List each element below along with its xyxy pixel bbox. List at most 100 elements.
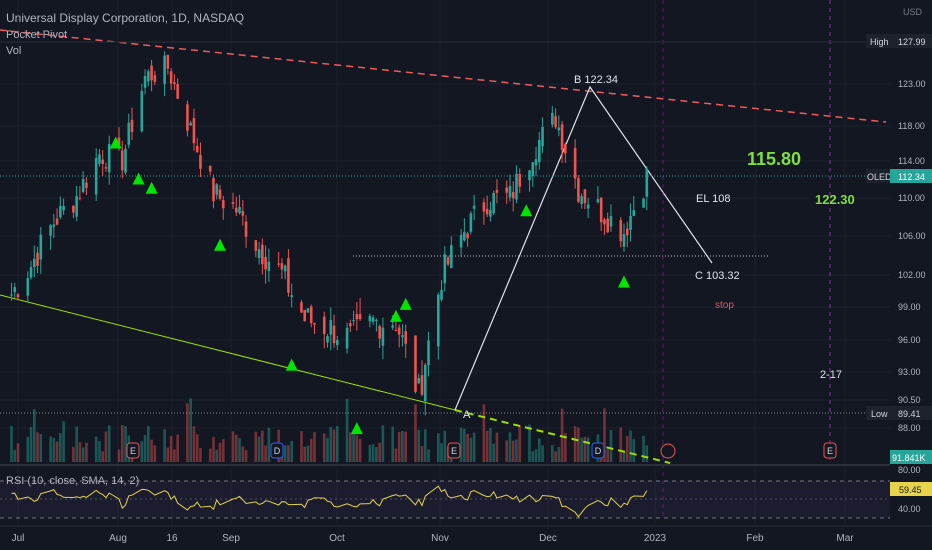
- candle-body: [231, 202, 235, 204]
- volume-bar: [345, 398, 349, 462]
- candle-body: [515, 173, 518, 200]
- candle-body: [371, 317, 375, 322]
- volume-bar: [632, 439, 636, 462]
- candle-body: [78, 197, 82, 199]
- volume-bar: [505, 440, 509, 462]
- time-axis[interactable]: Jul Aug 16 Sep Oct Nov Dec 2023 Feb Mar: [0, 525, 932, 544]
- candle-body: [391, 325, 394, 328]
- volume-bar: [580, 437, 583, 462]
- candle-body: [238, 206, 241, 213]
- volume-bar: [241, 446, 245, 462]
- candle-body: [469, 213, 473, 232]
- candle-body: [537, 139, 541, 163]
- indicator-volume[interactable]: Vol: [6, 45, 22, 57]
- volume-bar: [169, 436, 173, 462]
- event-marker[interactable]: E: [447, 442, 461, 459]
- candle-body: [397, 327, 401, 335]
- volume-bar: [140, 441, 144, 462]
- volume-bar: [303, 446, 307, 462]
- candle-body: [52, 224, 56, 227]
- abc-pattern-line: [454, 85, 713, 411]
- candle-body: [472, 205, 476, 209]
- candle-body: [130, 119, 134, 132]
- volume-bar: [300, 431, 303, 462]
- volume-bar: [238, 438, 241, 462]
- volume-bar: [176, 434, 179, 462]
- candle-body: [404, 331, 408, 344]
- candle-body: [440, 290, 443, 300]
- candle-body: [394, 329, 398, 331]
- volume-bar: [221, 439, 225, 462]
- symbol-price-bg: [890, 169, 932, 183]
- candle-body: [505, 187, 509, 193]
- event-marker-bg: [591, 442, 605, 459]
- pocket-pivot-triangle: [399, 297, 412, 310]
- volume-bar: [609, 429, 613, 462]
- volume-bar: [485, 430, 489, 462]
- volume-bar: [261, 430, 264, 462]
- candle-body: [234, 207, 238, 213]
- candle-body: [632, 210, 636, 216]
- candle-body: [446, 257, 450, 265]
- price-tick-label: 88.00: [898, 423, 921, 433]
- event-marker[interactable]: D: [270, 442, 284, 459]
- candle-body: [124, 148, 127, 173]
- candle-body: [176, 84, 179, 99]
- earnings-icon[interactable]: [660, 443, 676, 459]
- volume-bar: [49, 436, 52, 462]
- candle-body: [557, 127, 561, 131]
- volume-bar: [39, 434, 43, 462]
- volume-bar: [98, 441, 101, 462]
- candle-body: [466, 233, 469, 239]
- point-b-label: B 122.34: [574, 74, 618, 86]
- event-marker[interactable]: E: [823, 442, 837, 459]
- volume-bar: [495, 432, 499, 462]
- volume-bar: [423, 429, 427, 462]
- annotations: B 122.34 A C 103.32 115.80 122.30 EL 108…: [463, 74, 855, 421]
- volume-bar: [166, 447, 170, 462]
- candle-body: [94, 158, 98, 195]
- candle-body: [309, 306, 313, 324]
- symbol-badge-label: OLED: [867, 172, 892, 182]
- event-marker[interactable]: E: [126, 442, 140, 459]
- candle-body: [642, 198, 645, 208]
- candle-body: [495, 189, 499, 193]
- target-1-label: 115.80: [747, 149, 801, 169]
- event-marker-label: E: [451, 446, 457, 456]
- volume-bar: [163, 429, 166, 462]
- volume-bar: [62, 421, 65, 462]
- indicator-pocket-pivot[interactable]: Pocket Pivot: [6, 29, 68, 41]
- volume-bar: [472, 432, 476, 462]
- candle-body: [368, 316, 372, 322]
- volume-bar: [531, 451, 535, 462]
- rsi-legend[interactable]: RSI (10, close, SMA, 14, 2): [6, 475, 140, 487]
- event-marker-label: E: [827, 446, 833, 456]
- volume-badge: 91.841K: [890, 450, 932, 464]
- price-axis[interactable]: USD 123.00 118.00 114.00 110.00 106.00 102.00…: [866, 0, 932, 550]
- volume-bar: [94, 436, 98, 462]
- candle-body: [280, 263, 284, 270]
- volume-bar: [267, 427, 271, 462]
- candle-body: [29, 267, 33, 278]
- volume-bar: [440, 443, 443, 462]
- candle-body: [580, 196, 583, 205]
- candle-body: [381, 327, 385, 346]
- pocket-pivot-triangle: [109, 136, 122, 149]
- volume-bar: [264, 445, 267, 462]
- rsi-value: 59.45: [899, 485, 922, 495]
- candle-body: [98, 154, 101, 164]
- candle-body: [277, 263, 280, 265]
- volume-bar: [508, 432, 512, 462]
- volume-bar: [401, 430, 404, 462]
- candle-body: [508, 186, 512, 198]
- candle-body: [420, 375, 424, 395]
- time-tick-label: Aug: [109, 533, 127, 544]
- volume-bar: [355, 435, 359, 462]
- symbol-title[interactable]: Universal Display Corporation, 1D, NASDA…: [6, 11, 245, 25]
- event-marker[interactable]: D: [591, 442, 605, 459]
- volume-bar: [36, 432, 39, 462]
- volume-bar: [482, 404, 486, 462]
- candle-body: [534, 159, 538, 166]
